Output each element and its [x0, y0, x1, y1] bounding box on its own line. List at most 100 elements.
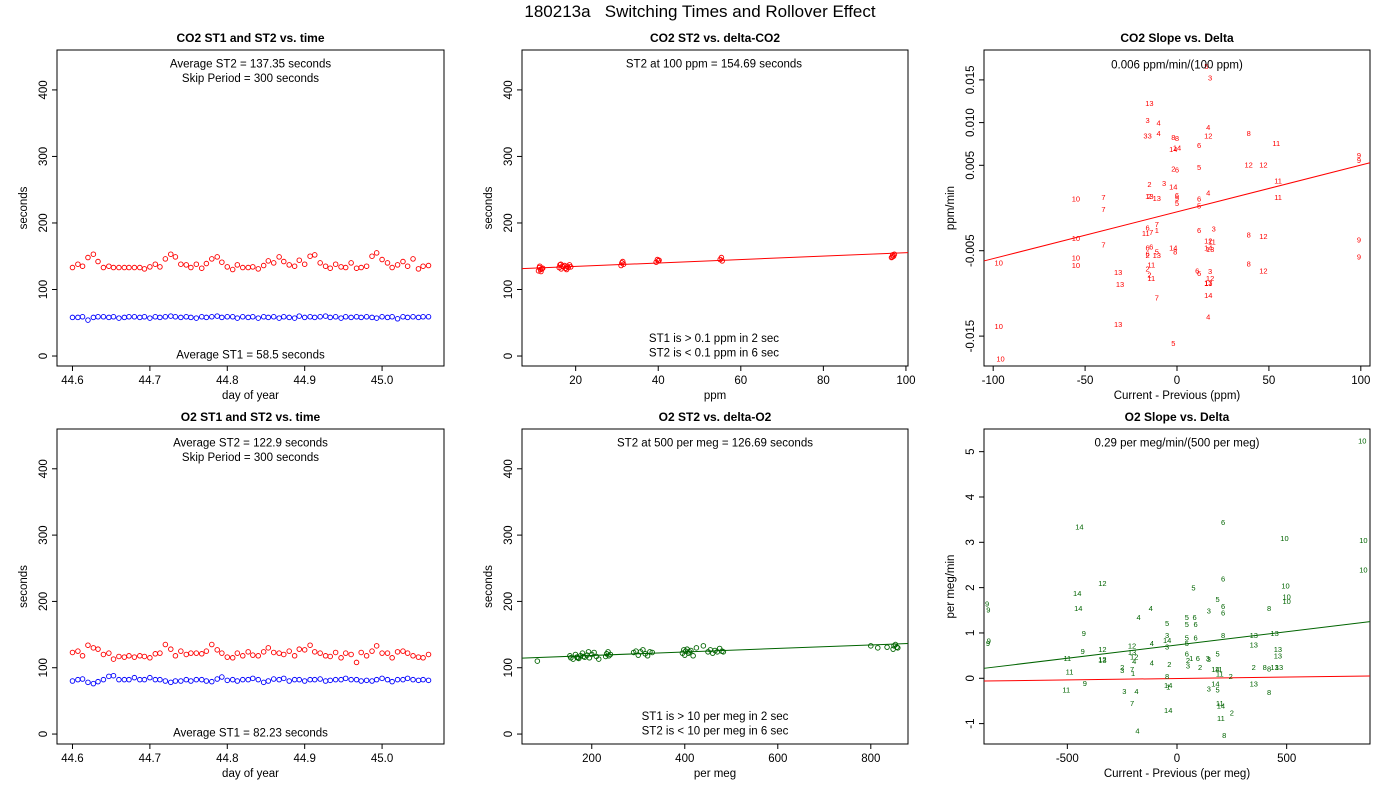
data-point-label: 14 — [1074, 604, 1082, 613]
data-point — [373, 250, 380, 256]
data-point-label: 6 — [1221, 609, 1225, 618]
data-point — [688, 647, 694, 654]
x-tick-label: 60 — [734, 375, 747, 387]
data-point — [260, 679, 267, 686]
data-point — [110, 672, 117, 679]
plot-frame — [521, 428, 909, 745]
data-point — [85, 317, 91, 323]
data-point — [693, 645, 700, 651]
data-point — [95, 258, 101, 265]
data-point-label: 14 — [1173, 143, 1181, 152]
data-point-label: 11 — [1204, 279, 1212, 288]
data-point — [188, 650, 194, 656]
annotation-text: Skip Period = 300 seconds — [182, 452, 319, 464]
data-point-label: 3 — [1208, 267, 1212, 276]
data-point-label: 8 — [1222, 731, 1226, 740]
data-point — [110, 314, 117, 320]
data-point-label: 8 — [1173, 248, 1177, 257]
data-point-label: 4 — [1132, 657, 1136, 666]
data-point-label: 13 — [1128, 648, 1136, 657]
data-point — [563, 266, 570, 273]
data-point — [567, 264, 574, 270]
data-point-label: 2 — [1146, 265, 1150, 274]
data-point-label: 5 — [1185, 620, 1189, 629]
data-point — [255, 653, 261, 659]
x-tick-label: -100 — [982, 375, 1005, 387]
annotation-text: ST2 is < 10 per meg in 6 sec — [642, 726, 789, 738]
data-point-label: 4 — [1150, 639, 1154, 648]
data-point-label: 6 — [1146, 249, 1150, 258]
data-point-label: 5 — [1215, 595, 1219, 604]
data-point-label: 3 — [1122, 687, 1126, 696]
data-point-label: 5 — [1197, 163, 1201, 172]
data-point — [400, 258, 406, 265]
data-point — [307, 253, 313, 259]
data-point — [95, 678, 101, 685]
data-point — [363, 263, 370, 269]
data-point — [147, 315, 153, 321]
data-point — [157, 314, 163, 321]
data-point — [162, 678, 169, 684]
data-point — [307, 314, 313, 320]
data-point-label: 33 — [1143, 131, 1151, 140]
data-point — [363, 677, 370, 684]
data-point — [183, 314, 190, 320]
data-point — [538, 268, 544, 275]
y-tick-label: 200 — [503, 213, 515, 232]
data-point — [265, 678, 272, 684]
annotation-text: Average ST2 = 122.9 seconds — [173, 437, 328, 449]
data-point — [245, 314, 251, 321]
data-point — [219, 650, 225, 656]
data-point — [394, 262, 401, 268]
data-point-label: 10 — [995, 259, 1003, 268]
x-tick-label: 800 — [861, 753, 880, 765]
data-point-label: 6 — [1221, 575, 1225, 584]
data-point — [157, 676, 163, 683]
data-point-label: 2 — [1171, 165, 1175, 174]
annotation-text: ST1 is > 10 per meg in 2 sec — [642, 711, 789, 723]
data-point-label: 12 — [1259, 266, 1267, 275]
data-point — [240, 314, 246, 320]
data-point-label: 4 — [1149, 604, 1153, 613]
data-point-label: 7 — [1101, 205, 1105, 214]
x-tick-label: 200 — [582, 753, 601, 765]
data-point — [188, 678, 194, 684]
data-point-label: 4 — [1206, 312, 1210, 321]
data-point-label: 14 — [1211, 680, 1219, 689]
data-point — [198, 676, 205, 683]
data-point — [90, 680, 97, 687]
data-point — [240, 653, 246, 659]
data-point — [379, 314, 385, 320]
data-point — [193, 676, 200, 683]
data-point-label: 13 — [1250, 631, 1258, 640]
data-point — [322, 313, 329, 319]
data-point — [214, 676, 220, 682]
data-point — [353, 265, 360, 271]
data-point-label: 2 — [1147, 271, 1151, 280]
data-point — [270, 314, 277, 320]
y-tick-label: 100 — [38, 658, 50, 677]
data-point — [322, 263, 329, 269]
data-point — [332, 676, 339, 683]
annotation-text: Average ST1 = 58.5 seconds — [176, 350, 325, 362]
data-point — [157, 264, 163, 270]
data-point-label: 14 — [1075, 522, 1083, 531]
page-title: 180213a Switching Times and Rollover Eff… — [524, 2, 876, 21]
data-point-label: 7 — [1155, 220, 1159, 229]
data-point — [106, 650, 112, 656]
data-point — [348, 260, 354, 266]
data-point — [647, 649, 653, 655]
data-point-label: 12 — [1098, 645, 1106, 654]
data-point — [425, 262, 432, 269]
data-point — [363, 653, 370, 659]
data-point — [193, 315, 200, 321]
data-point — [75, 314, 81, 321]
data-point — [327, 265, 333, 271]
data-point — [75, 261, 81, 267]
data-point — [358, 264, 364, 271]
data-point-label: 3 — [1207, 606, 1211, 615]
y-tick-label: 0 — [503, 731, 515, 737]
data-point-label: 13 — [1206, 245, 1214, 254]
data-point-label: 11 — [1062, 686, 1070, 695]
data-point — [265, 258, 272, 264]
